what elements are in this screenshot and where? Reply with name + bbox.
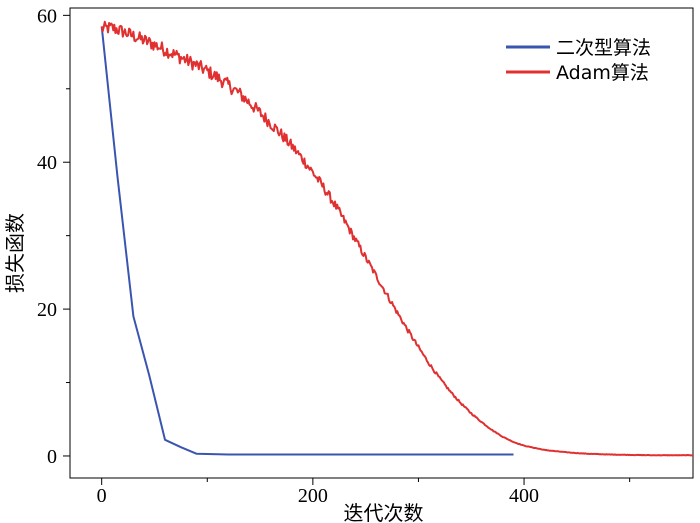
x-tick-label: 400 — [509, 485, 539, 507]
x-tick-label: 0 — [97, 485, 107, 507]
y-tick-label: 40 — [37, 152, 57, 174]
x-tick-label: 200 — [298, 485, 328, 507]
y-tick-label: 60 — [37, 5, 57, 27]
series-layer — [100, 20, 693, 457]
axes-frame — [69, 7, 694, 479]
x-axis: 0 200 400 — [97, 478, 631, 507]
y-tick-label: 20 — [37, 299, 57, 321]
y-tick-label: 0 — [47, 446, 57, 468]
plot-frame — [69, 7, 694, 479]
legend: 二次型算法 Adam算法 — [506, 37, 651, 84]
y-axis-label: 损失函数 — [3, 213, 27, 293]
x-axis-label: 迭代次数 — [344, 501, 424, 523]
series-line-0 — [100, 26, 514, 456]
legend-label: 二次型算法 — [556, 37, 651, 59]
series-line-1 — [100, 20, 693, 457]
legend-label: Adam算法 — [556, 62, 649, 84]
y-axis: 0 20 40 60 — [37, 5, 70, 468]
